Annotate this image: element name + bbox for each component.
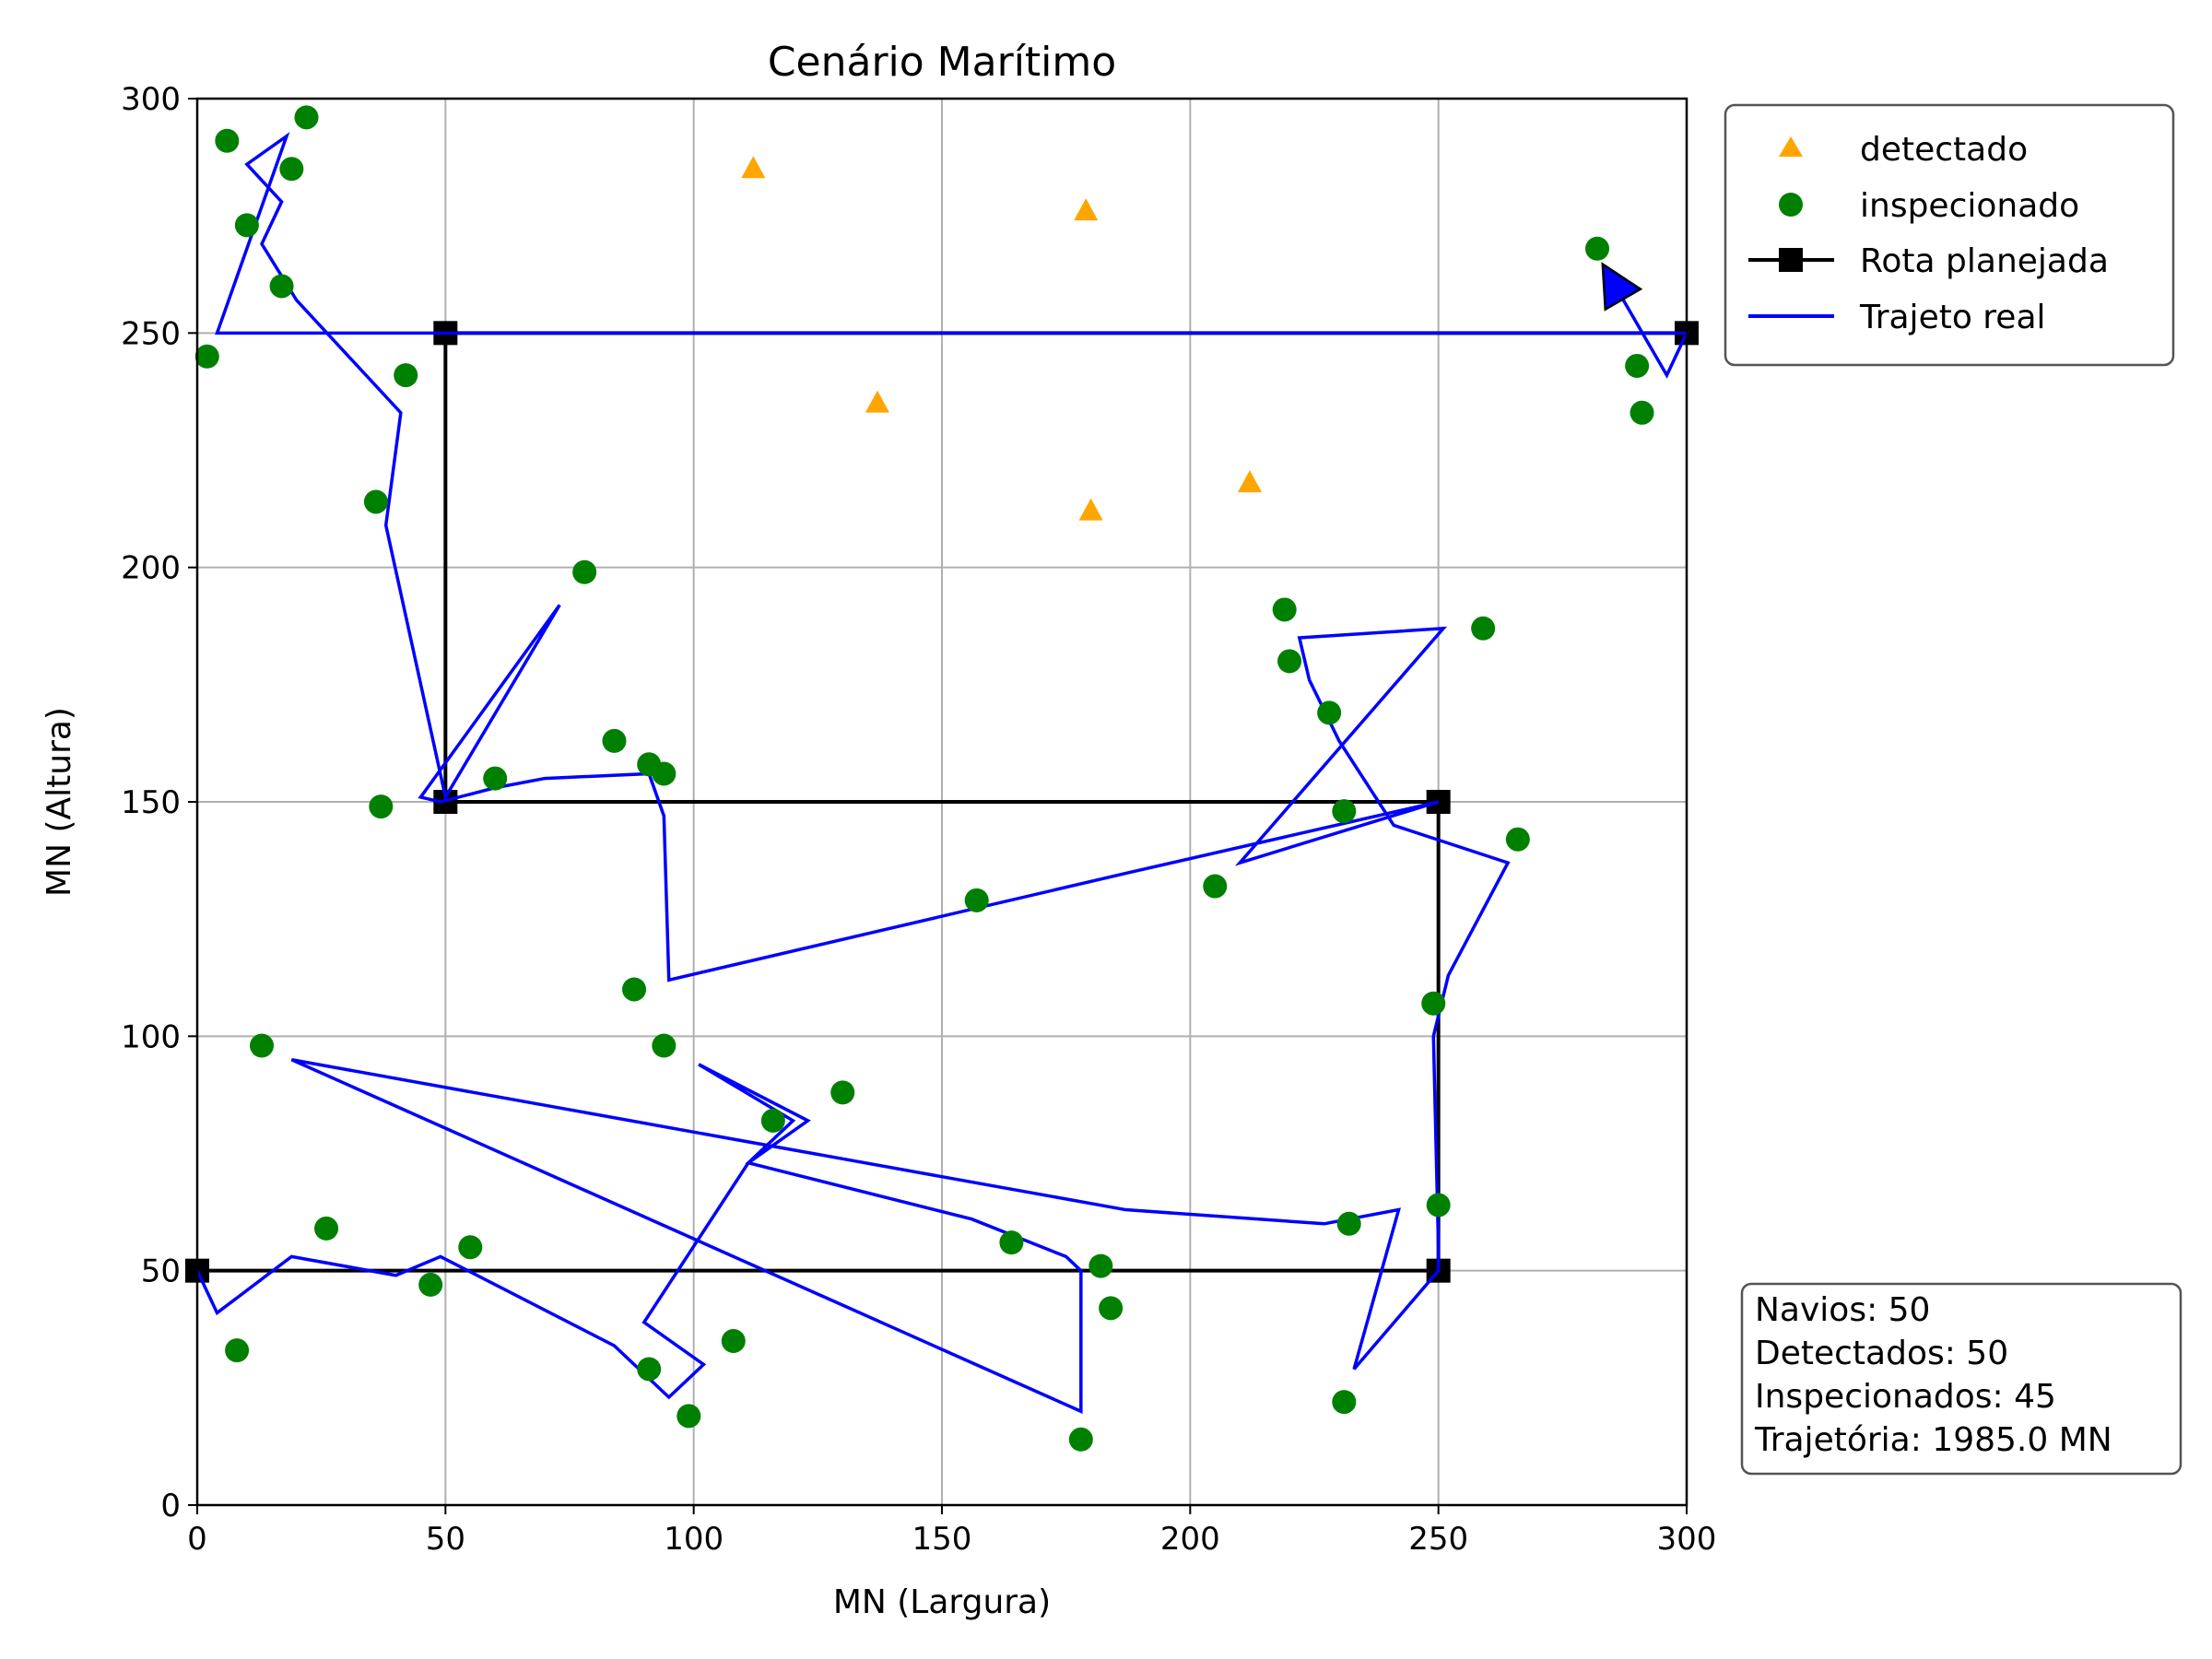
inspected-ship-point [234,213,259,238]
inspected-ship-point [1332,799,1357,824]
x-tick-label: 150 [912,1521,972,1558]
y-tick-label: 200 [121,550,181,587]
detected-ship-point [1074,198,1099,221]
inspected-ship-point [602,728,627,753]
inspected-ship-point [999,1230,1024,1255]
detected-ship-point [865,390,889,413]
detected-ship-point [1078,498,1103,521]
inspected-ship-point [458,1235,483,1260]
inspected-ship-point [269,274,294,299]
legend-label-actual-path: Trajeto real [1859,299,2046,336]
inspected-ship-point [652,1033,677,1058]
inspected-ship-point [1421,991,1446,1016]
y-tick-label: 250 [121,315,181,352]
inspected-ship-point [394,363,418,388]
x-tick-label: 200 [1160,1521,1220,1558]
inspected-ship-point [1585,236,1610,261]
inspected-ship-point [225,1338,250,1363]
legend: detectado inspecionado Rota planejada Tr… [1724,103,2175,367]
x-tick-label: 300 [1657,1521,1717,1558]
legend-label-planned-route: Rota planejada [1860,242,2109,280]
y-tick-label: 50 [141,1253,181,1290]
stats-frame [1740,1282,2183,1476]
inspected-ship-point [418,1272,443,1297]
x-tick-label: 100 [664,1521,724,1558]
arrow-head-icon [1601,262,1643,312]
detected-ship-point [1237,470,1262,493]
inspected-ship-point [1317,700,1342,725]
stats-inspected: Inspecionados: 45 [1755,1378,2056,1416]
inspected-ship-point [572,559,597,584]
legend-frame [1724,103,2175,367]
inspected-ship-point [250,1033,275,1058]
y-tick-label: 0 [160,1488,181,1524]
y-axis-label: MN (Altura) [41,707,78,897]
y-tick-label: 300 [121,81,181,118]
stats-box: Navios: 50 Detectados: 50 Inspecionados:… [1740,1282,2183,1476]
inspected-ship-point [369,794,394,819]
inspected-ship-point [1272,597,1297,622]
inspected-ship-point [1625,353,1650,378]
inspected-ship-point [279,157,304,182]
inspected-ship-point [1630,400,1654,425]
inspected-ship-point [830,1080,855,1105]
inspected-ship-point [1332,1390,1357,1415]
chart-title: Cenário Marítimo [768,39,1116,86]
stats-detected: Detectados: 50 [1755,1335,2008,1372]
inspected-ship-point [1203,874,1228,899]
scatter-points-layer [194,105,1654,1452]
y-tick-label: 100 [121,1018,181,1055]
inspected-ship-point [1426,1193,1451,1218]
legend-triangle-marker [1779,136,1803,157]
x-tick-label: 50 [426,1521,465,1558]
x-axis-ticks: 0 50 100 150 200 250 300 [187,1505,1716,1558]
inspected-ship-point [314,1216,339,1241]
y-tick-label: 150 [121,784,181,821]
legend-square-marker [1779,248,1803,272]
inspected-ship-point [215,128,240,153]
inspected-ship-point [483,766,508,791]
inspected-ship-point [637,1357,662,1382]
inspected-ship-point [964,888,989,912]
inspected-ship-point [721,1328,746,1353]
actual-path-layer [195,132,1689,1414]
inspected-ship-point [1068,1427,1093,1452]
x-tick-label: 0 [187,1521,207,1558]
inspected-ship-point [194,344,219,369]
stats-trajectory: Trajetória: 1985.0 MN [1754,1421,2112,1459]
inspected-ship-point [294,105,319,130]
inspected-ship-point [363,489,388,514]
inspected-ship-point [1336,1211,1361,1236]
legend-label-detected: detectado [1860,131,2028,169]
legend-circle-marker [1779,193,1803,217]
inspected-ship-point [1505,827,1530,852]
detected-ship-point [741,156,766,179]
inspected-ship-point [1471,616,1496,641]
stats-ships: Navios: 50 [1755,1291,1930,1329]
x-tick-label: 250 [1408,1521,1468,1558]
inspected-ship-point [760,1108,785,1133]
y-axis-ticks: 0 50 100 150 200 250 300 [121,81,197,1524]
legend-label-inspected: inspecionado [1860,187,2079,225]
inspected-ship-point [1099,1296,1124,1321]
x-axis-label: MN (Largura) [833,1583,1051,1621]
inspected-ship-point [652,761,677,786]
inspected-ship-point [1277,649,1302,674]
inspected-ship-point [677,1404,701,1429]
inspected-ship-point [1088,1253,1113,1278]
actual-path-line [195,132,1689,1414]
inspected-ship-point [622,977,647,1002]
